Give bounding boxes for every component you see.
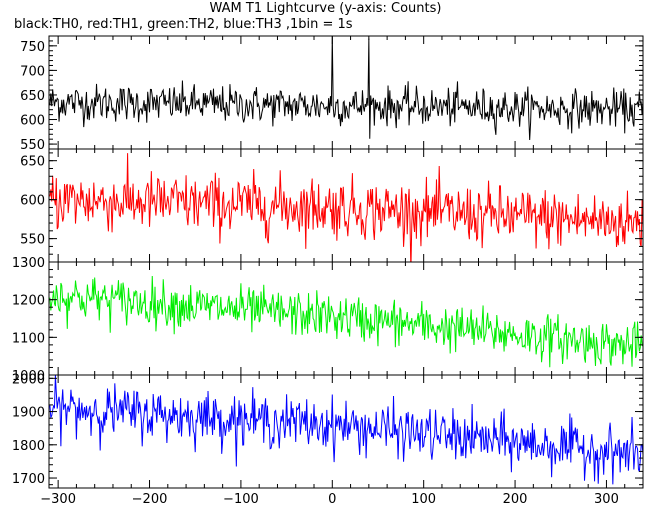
y-tick-label: 1100: [12, 331, 45, 346]
panel-frame-th3: [48, 374, 644, 489]
panel-frame-th0: [48, 35, 644, 150]
x-tick-label: 100: [411, 492, 436, 505]
series-line-th2: [49, 276, 643, 368]
chart-title: WAM T1 Lightcurve (y-axis: Counts): [209, 1, 442, 16]
y-tick-label: 700: [20, 64, 45, 79]
y-tick-label: 600: [20, 114, 45, 129]
series-line-th0: [49, 36, 643, 140]
x-tick-label: 300: [594, 492, 619, 505]
x-tick-label: −200: [132, 492, 168, 505]
y-tick-label: 1700: [12, 472, 45, 487]
series-line-th1: [49, 153, 643, 262]
x-tick-label: −300: [40, 492, 76, 505]
y-tick-label: 1800: [12, 439, 45, 454]
chart-subtitle: black:TH0, red:TH1, green:TH2, blue:TH3 …: [14, 17, 353, 32]
x-tick-label: 200: [503, 492, 528, 505]
y-tick-label: 2000: [12, 372, 45, 387]
y-tick-label: 600: [20, 194, 45, 209]
x-tick-label: 0: [328, 492, 336, 505]
y-tick-label: 550: [20, 233, 45, 248]
panel-frame-th2: [48, 261, 644, 376]
y-tick-label: 1200: [12, 294, 45, 309]
y-tick-label: 550: [20, 138, 45, 153]
y-tick-label: 1900: [12, 406, 45, 421]
y-tick-label: 1000: [12, 369, 45, 384]
series-line-th3: [49, 375, 643, 485]
y-tick-label: 650: [20, 89, 45, 104]
y-tick-label: 1300: [12, 256, 45, 271]
y-tick-label: 650: [20, 155, 45, 170]
x-tick-label: −100: [223, 492, 259, 505]
y-tick-label: 750: [20, 40, 45, 55]
